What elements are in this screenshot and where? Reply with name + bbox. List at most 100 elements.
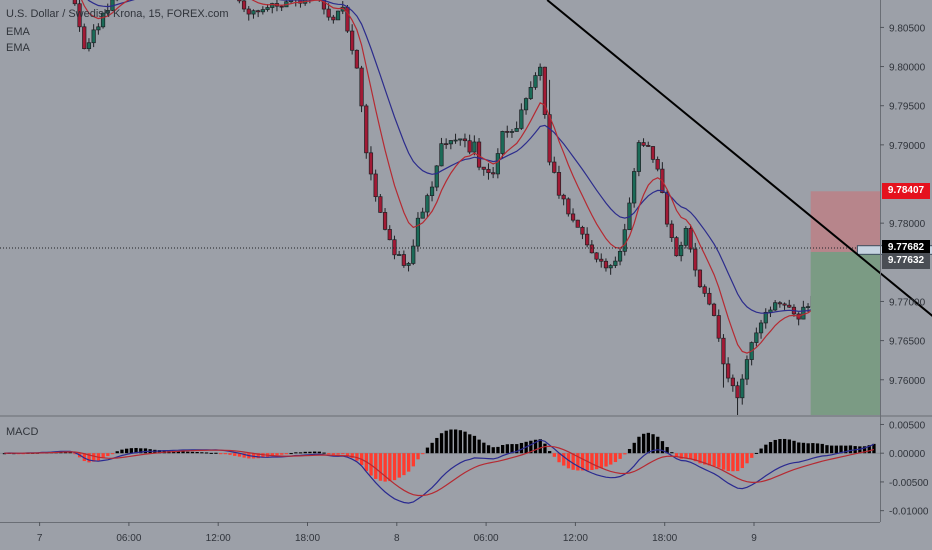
macd-histogram-bar — [228, 453, 232, 455]
ema-legend-1: EMA — [6, 26, 30, 38]
macd-histogram-bar — [317, 451, 321, 454]
candle — [547, 79, 552, 166]
macd-histogram-bar — [745, 453, 749, 464]
macd-histogram-bar — [674, 453, 679, 457]
macd-histogram-bar — [280, 453, 284, 455]
candle — [589, 240, 594, 254]
macd-histogram-bar — [571, 453, 575, 470]
candle — [100, 12, 106, 29]
macd-histogram-bar — [778, 439, 782, 454]
candle-body — [458, 138, 463, 141]
macd-histogram-bar — [134, 447, 138, 454]
macd-histogram-bar — [336, 453, 340, 455]
descending-trendline — [546, 0, 932, 317]
candle-body — [679, 244, 684, 257]
candle-body — [730, 377, 735, 387]
time-tick-label: 06:00 — [116, 533, 141, 544]
macd-tick-label: -0.01000 — [889, 507, 929, 518]
macd-histogram-bar — [848, 445, 853, 454]
candle — [237, 0, 242, 4]
candle-body — [542, 66, 547, 115]
macd-tick-label: 0.00500 — [889, 420, 926, 431]
macd-histogram-bar — [416, 453, 420, 460]
candle — [754, 327, 759, 347]
macd-histogram-bar — [505, 444, 509, 454]
macd-histogram-bar — [604, 453, 608, 467]
candle — [415, 212, 421, 252]
macd-histogram-bar — [839, 445, 843, 454]
price-tick-label: 9.78000 — [889, 219, 926, 230]
candle-body — [547, 114, 552, 163]
macd-histogram-bar — [350, 453, 354, 458]
candle — [599, 253, 604, 268]
macd-histogram-bar — [529, 440, 533, 454]
candle — [613, 256, 618, 269]
macd-histogram-bar — [618, 453, 622, 459]
macd-histogram-bar — [773, 439, 777, 454]
macd-histogram-bar — [200, 452, 204, 454]
candle — [702, 284, 707, 297]
candle-body — [105, 10, 110, 14]
candle-body — [773, 302, 778, 311]
candle — [523, 97, 529, 115]
macd-histogram-bar — [858, 446, 862, 454]
price-tick-label: 9.80500 — [889, 23, 926, 34]
candle-body — [444, 143, 449, 146]
macd-histogram-bar — [308, 451, 312, 454]
macd-histogram-bar — [219, 453, 223, 455]
candle-body — [100, 12, 106, 28]
candle-body — [251, 10, 256, 15]
time-tick-label: 7 — [37, 533, 43, 544]
macd-histogram-bar — [580, 453, 585, 471]
macd-histogram-bar — [482, 442, 486, 454]
macd-histogram-bar — [632, 442, 636, 454]
candle-body — [599, 258, 604, 262]
macd-histogram-bar — [712, 453, 716, 467]
macd-histogram-bar — [214, 452, 218, 454]
candle-body — [613, 260, 618, 266]
macd-histogram-bar — [106, 453, 110, 457]
macd-histogram-bar — [378, 453, 383, 481]
macd-histogram-bar — [157, 450, 162, 454]
macd-histogram-bar — [830, 445, 834, 454]
candle-body — [378, 196, 383, 213]
macd-histogram-bar — [872, 443, 876, 454]
macd-histogram-bar — [458, 430, 462, 454]
macd-histogram-bar — [806, 443, 810, 454]
candle-body — [664, 192, 670, 225]
candle-body — [561, 194, 566, 200]
candle — [566, 197, 571, 217]
candle-body — [538, 66, 543, 76]
macd-histogram-bar — [642, 433, 646, 454]
candle-body — [533, 75, 538, 88]
candle-body — [331, 16, 336, 21]
macd-histogram-bar — [435, 437, 439, 454]
macd-histogram-bar — [383, 453, 387, 482]
macd-histogram-bar — [82, 453, 86, 462]
candle — [552, 156, 557, 174]
macd-histogram-bar — [731, 453, 735, 472]
macd-histogram-bar — [256, 453, 260, 459]
time-tick-label: 12:00 — [206, 533, 231, 544]
candle — [697, 269, 703, 289]
macd-histogram-bar — [801, 442, 806, 454]
candle-body — [420, 211, 425, 219]
macd-histogram-bar — [736, 453, 740, 472]
candle — [740, 374, 745, 405]
candle — [641, 138, 646, 147]
macd-histogram-bar — [862, 446, 867, 454]
candle-body — [777, 302, 782, 305]
macd-histogram-bar — [698, 453, 702, 464]
candle-body — [481, 166, 486, 170]
candle-body — [805, 306, 811, 308]
candle-body — [415, 217, 421, 247]
macd-line — [4, 439, 875, 504]
macd-histogram-bar — [313, 451, 317, 454]
candle — [730, 374, 735, 392]
macd-histogram-bar — [510, 444, 514, 454]
candle — [462, 133, 468, 148]
